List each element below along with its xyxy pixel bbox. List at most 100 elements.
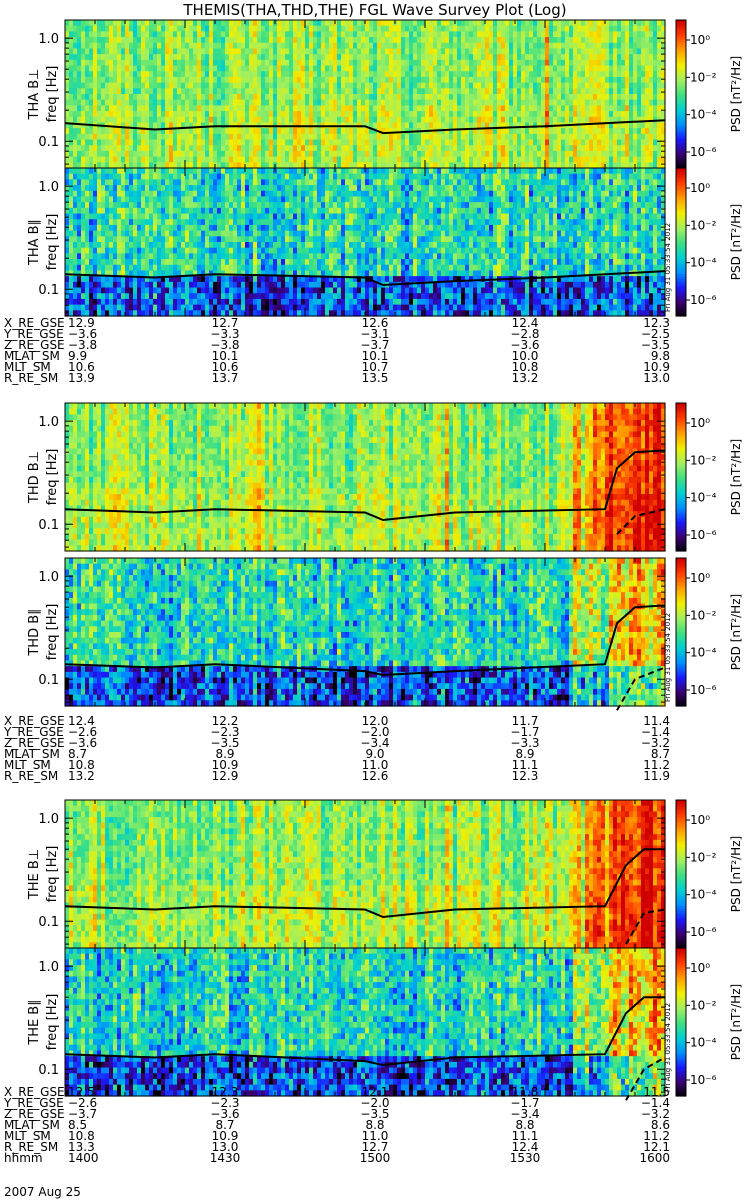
ephemeris-value: 8.8: [515, 1118, 534, 1132]
ephemeris-label: R_RE_SM: [4, 769, 58, 783]
ephemeris-value: 11.0: [362, 758, 389, 772]
colorbar-tick-label: 10⁻⁶: [690, 1073, 717, 1087]
ephemeris-value: −3.6: [510, 338, 539, 352]
ephemeris-value: −3.7: [360, 338, 389, 352]
ephemeris-value: −3.8: [210, 338, 239, 352]
plot-timestamp: Fri Aug 31 05:33:54 2012: [664, 1003, 672, 1092]
ephemeris-value: 12.4: [512, 316, 539, 330]
colorbar-tick-label: 10⁻²: [690, 850, 717, 864]
ephemeris-value: 12.4: [512, 1140, 539, 1154]
ephemeris-value: 1400: [68, 1151, 99, 1165]
ephemeris-table-1: X_RE_GSE 12.4 12.2 12.0 11.7 11.4 Y_RE_GSE −2.6…: [3, 714, 670, 783]
panel-label: THD B⊥: [27, 451, 42, 504]
ephemeris-value: 13.3: [68, 1140, 95, 1154]
ephemeris-label: MLAT_SM: [4, 747, 60, 761]
ephemeris-label: Y_RE_GSE: [3, 1096, 64, 1110]
panel-label: THA B⊥: [27, 69, 42, 121]
ephemeris-label: hhmm: [4, 1151, 43, 1165]
freq-axis-label: freq [Hz]: [45, 66, 60, 123]
ephemeris-value: −1.7: [510, 1096, 539, 1110]
y-tick-label: 0.1: [38, 518, 59, 533]
colorbar-tick-label: 10⁻²: [690, 218, 717, 232]
ephemeris-value: 11.8: [512, 1085, 539, 1099]
y-tick-label: 0.1: [38, 135, 59, 150]
y-tick-label: 0.1: [38, 283, 59, 298]
ephemeris-value: −2.6: [68, 1096, 97, 1110]
panel-label: THD B∥: [27, 608, 42, 656]
ephemeris-value: 8.6: [651, 1118, 670, 1132]
colorbar-label: PSD [nT²/Hz]: [729, 204, 743, 280]
ephemeris-value: 9.9: [68, 349, 87, 363]
ephemeris-label: Y_RE_GSE: [3, 327, 64, 341]
colorbar-tick-label: 10⁻⁴: [690, 646, 717, 660]
ephemeris-value: −3.2: [641, 1107, 670, 1121]
colorbar-tick-label: 10⁻⁴: [690, 1036, 717, 1050]
ephemeris-value: 9.8: [651, 349, 670, 363]
ephemeris-value: 10.6: [212, 360, 239, 374]
ephemeris-value: 12.2: [212, 714, 239, 728]
ephemeris-value: −1.4: [641, 1096, 670, 1110]
spectrogram-panel-5: 1.0 0.1 THE B∥ freq [Hz] 10⁰ 10⁻² 10⁻⁴ 10⁻⁶ PSD …: [27, 947, 743, 1101]
ephemeris-value: 12.4: [68, 714, 95, 728]
ephemeris-value: 11.4: [643, 714, 670, 728]
ephemeris-value: 9.0: [365, 747, 384, 761]
ephemeris-value: 11.1: [512, 758, 539, 772]
cyclotron-dashed-curve: [616, 508, 666, 535]
ephemeris-value: 8.7: [68, 747, 87, 761]
ephemeris-value: −1.7: [510, 725, 539, 739]
ephemeris-value: 10.1: [212, 349, 239, 363]
ephemeris-value: 13.7: [212, 371, 239, 385]
ephemeris-label: MLAT_SM: [4, 349, 60, 363]
colorbar-tick-label: 10⁻⁶: [690, 145, 717, 159]
spectrogram-panel-0: 1.0 0.1 THA B⊥ freq [Hz] 10⁰ 10⁻² 10⁻⁴ 10⁻⁶ PSD …: [27, 19, 743, 169]
y-tick-label: 0.1: [38, 673, 59, 688]
cyclotron-dashed-curve: [625, 1056, 666, 1101]
freq-axis-label: freq [Hz]: [45, 604, 60, 661]
colorbar-tick-label: 10⁰: [690, 571, 710, 585]
colorbar-tick-label: 10⁻⁴: [690, 108, 717, 122]
ephemeris-value: −3.4: [510, 1107, 539, 1121]
y-tick-label: 1.0: [38, 960, 59, 975]
ephemeris-value: −2.8: [510, 327, 539, 341]
ephemeris-label: Y_RE_GSE: [3, 725, 64, 739]
ephemeris-value: 10.9: [212, 1129, 239, 1143]
panel-label: THE B∥: [27, 999, 42, 1045]
colorbar-label: PSD [nT²/Hz]: [729, 56, 743, 132]
spectrogram-panel-3: 1.0 0.1 THD B∥ freq [Hz] 10⁰ 10⁻² 10⁻⁴ 10⁻⁶ PSD …: [27, 557, 743, 711]
ephemeris-label: Z_RE_GSE: [4, 338, 65, 352]
ephemeris-label: R_RE_SM: [4, 1140, 58, 1154]
ephemeris-value: −2.6: [68, 725, 97, 739]
ephemeris-value: 8.8: [365, 1118, 384, 1132]
colorbar-tick-label: 10⁰: [690, 181, 710, 195]
colorbar-tick-label: 10⁻⁴: [690, 888, 717, 902]
cyclotron-dashed-curve: [616, 666, 666, 711]
cyclotron-curve: [64, 270, 666, 287]
colorbar: 10⁰ 10⁻² 10⁻⁴ 10⁻⁶ PSD [nT²/Hz]: [675, 19, 743, 169]
ephemeris-value: 12.5: [68, 1085, 95, 1099]
colorbar-label: PSD [nT²/Hz]: [729, 439, 743, 515]
colorbar-tick-label: 10⁻⁴: [690, 256, 717, 270]
ephemeris-value: 12.7: [212, 316, 239, 330]
y-tick-label: 1.0: [38, 415, 59, 430]
ephemeris-value: −3.3: [510, 736, 539, 750]
ephemeris-value: −3.6: [68, 327, 97, 341]
ephemeris-value: −2.5: [641, 327, 670, 341]
colorbar-tick-label: 10⁰: [690, 813, 710, 827]
ephemeris-value: 11.2: [643, 758, 670, 772]
colorbar: 10⁰ 10⁻² 10⁻⁴ 10⁻⁶ PSD [nT²/Hz]: [675, 557, 743, 707]
date-label: 2007 Aug 25: [4, 1185, 81, 1199]
ephemeris-value: 10.8: [512, 360, 539, 374]
spectrogram-panel-4: 1.0 0.1 THE B⊥ freq [Hz] 10⁰ 10⁻² 10⁻⁴ 10⁻⁶ PSD …: [27, 799, 743, 949]
colorbar-tick-label: 10⁻⁶: [690, 683, 717, 697]
ephemeris-label: MLAT_SM: [4, 1118, 60, 1132]
ephemeris-value: −2.3: [210, 1096, 239, 1110]
freq-axis-label: freq [Hz]: [45, 994, 60, 1051]
ephemeris-value: 13.2: [512, 371, 539, 385]
colorbar-tick-label: 10⁻²: [690, 608, 717, 622]
ephemeris-value: 10.9: [212, 758, 239, 772]
ephemeris-value: 11.9: [643, 769, 670, 783]
ephemeris-value: 13.9: [68, 371, 95, 385]
ephemeris-value: 13.5: [362, 371, 389, 385]
y-tick-label: 1.0: [38, 180, 59, 195]
ephemeris-value: 11.1: [512, 1129, 539, 1143]
